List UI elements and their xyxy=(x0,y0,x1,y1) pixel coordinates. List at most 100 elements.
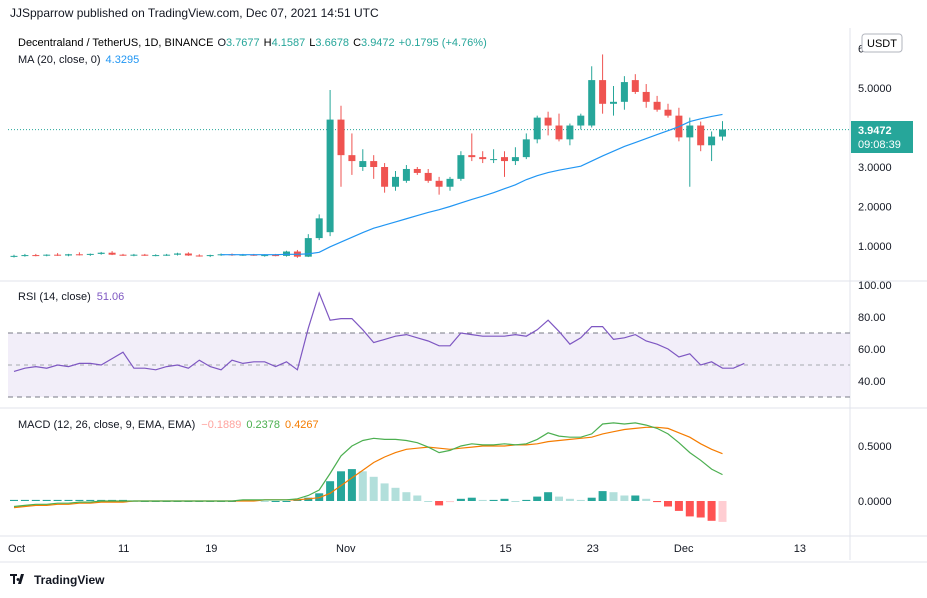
candle-body xyxy=(315,218,323,239)
macd-histogram-bar xyxy=(685,501,694,517)
candle-body xyxy=(719,129,726,137)
candle-body xyxy=(653,101,661,110)
candle-body xyxy=(631,80,639,92)
candle-body xyxy=(697,125,705,146)
candle xyxy=(468,133,476,162)
candle xyxy=(163,253,171,256)
candlestick-series xyxy=(10,54,726,258)
macd-tick: 0.0000 xyxy=(858,496,892,508)
candle-body xyxy=(97,252,105,254)
candle-body xyxy=(413,168,421,173)
macd-histogram-bar xyxy=(20,499,29,501)
macd-pane xyxy=(10,422,727,522)
candle xyxy=(522,133,530,160)
macd-histogram-bar xyxy=(413,495,422,501)
candle xyxy=(588,66,596,128)
macd-histogram-bar xyxy=(31,499,40,501)
candle xyxy=(490,149,498,164)
candle xyxy=(664,103,672,118)
macd-histogram-bar xyxy=(402,492,411,501)
candle-body xyxy=(75,254,83,256)
candle xyxy=(97,251,105,255)
macd-histogram-bar xyxy=(358,471,367,501)
candle xyxy=(195,254,203,257)
candle-body xyxy=(599,80,607,104)
candle xyxy=(555,113,563,142)
macd-histogram-bar xyxy=(369,476,378,501)
macd-histogram-bar xyxy=(674,501,683,511)
candle-body xyxy=(184,253,192,256)
candle-body xyxy=(435,180,443,187)
candle xyxy=(413,167,421,175)
time-tick: Oct xyxy=(8,543,25,555)
macd-tick: 0.5000 xyxy=(858,441,892,453)
macd-histogram-bar xyxy=(446,501,454,503)
candle-body xyxy=(610,101,617,104)
candle-body xyxy=(555,125,563,140)
macd-histogram-bar xyxy=(380,483,389,501)
time-tick: 13 xyxy=(794,543,806,555)
candle xyxy=(511,147,519,166)
candle-body xyxy=(174,253,181,255)
candle xyxy=(75,252,83,256)
macd-histogram-bar xyxy=(456,498,465,501)
macd-histogram-bar xyxy=(587,497,596,501)
last-price-label: 3.9472 09:08:39 xyxy=(851,121,913,153)
candle-body xyxy=(86,253,94,255)
rsi-line xyxy=(13,291,745,372)
candle xyxy=(152,254,160,257)
candle-body xyxy=(468,155,476,158)
macd-histogram-bar xyxy=(565,498,574,501)
candle xyxy=(315,214,323,241)
macd-histogram-bar xyxy=(467,497,476,501)
candle xyxy=(65,253,72,257)
macd-histogram-bar xyxy=(609,492,618,501)
rsi-tick: 60.00 xyxy=(858,344,886,356)
candle-body xyxy=(304,238,312,257)
candle xyxy=(675,107,683,142)
candle xyxy=(457,151,465,181)
candle xyxy=(32,253,40,257)
macd-histogram-bar xyxy=(696,501,705,518)
time-tick: 19 xyxy=(205,543,217,555)
candle xyxy=(610,86,617,116)
macd-histogram-bar xyxy=(544,492,553,501)
rsi-tick: 80.00 xyxy=(858,312,886,324)
currency-badge[interactable]: USDT xyxy=(861,33,903,53)
price-tick: 3.0000 xyxy=(858,162,892,174)
candle-body xyxy=(642,91,650,102)
candle-body xyxy=(664,109,672,116)
candle-body xyxy=(588,80,596,126)
macd-histogram-bar xyxy=(75,499,84,501)
tradingview-logo-icon xyxy=(10,572,30,587)
candle-body xyxy=(620,82,628,102)
candle xyxy=(402,165,410,183)
macd-histogram-bar xyxy=(10,499,18,501)
candle-body xyxy=(490,159,498,161)
candle xyxy=(708,131,716,162)
candle-body xyxy=(108,252,116,255)
candle xyxy=(141,253,149,256)
candle-body xyxy=(348,155,356,162)
macd-histogram-bar xyxy=(500,498,509,501)
svg-text:09:08:39: 09:08:39 xyxy=(858,139,901,151)
candle-body xyxy=(43,254,51,256)
macd-histogram-bar xyxy=(555,496,563,501)
candle xyxy=(21,253,29,257)
candle-body xyxy=(21,255,29,257)
macd-legend: MACD (12, 26, close, 9, EMA, EMA) −0.1889… xyxy=(18,419,319,431)
price-axis: 1.00002.00003.00004.00005.00006.000040.0… xyxy=(8,44,892,556)
macd-line xyxy=(13,422,723,508)
candle-body xyxy=(10,255,18,257)
macd-histogram-bar xyxy=(391,487,400,501)
candle xyxy=(304,234,312,258)
candle-body xyxy=(686,125,694,138)
macd-histogram-bar xyxy=(435,501,444,506)
candle xyxy=(348,133,356,175)
macd-histogram-bar xyxy=(576,499,585,501)
candle-body xyxy=(206,255,214,257)
time-tick: 11 xyxy=(118,543,129,555)
macd-histogram-bar xyxy=(347,469,356,501)
rsi-tick: 40.00 xyxy=(858,376,886,388)
